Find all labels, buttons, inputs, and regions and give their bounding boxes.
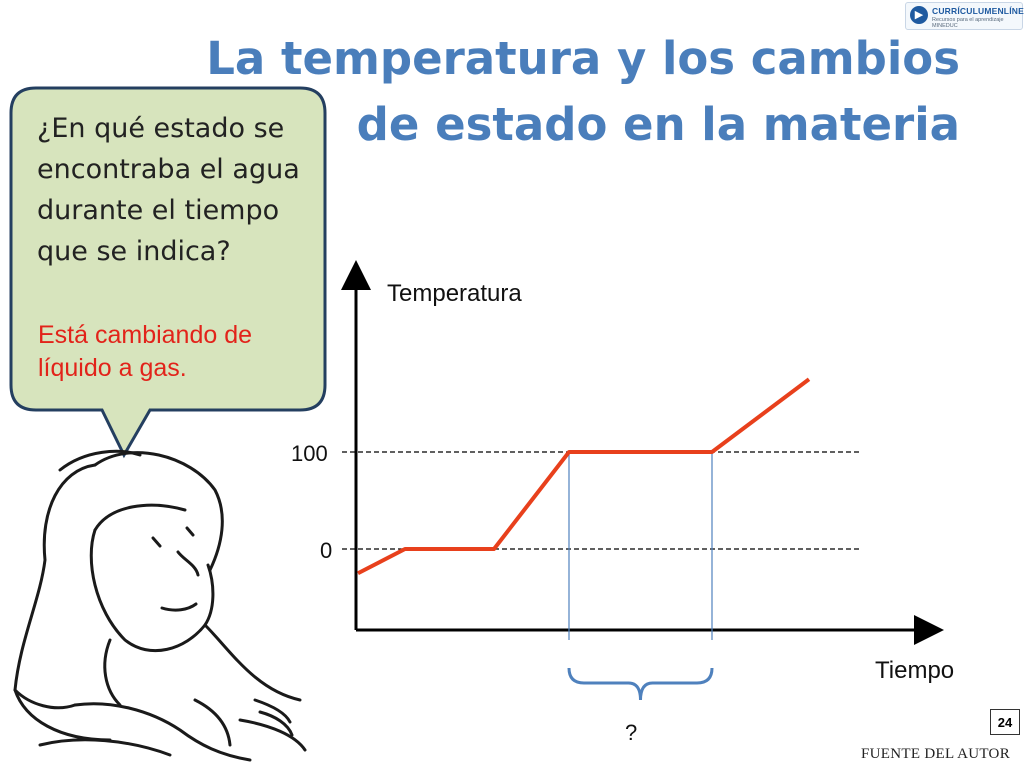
page-number: 24	[990, 709, 1020, 735]
temperature-line	[357, 377, 811, 576]
logo-tagline: Recursos para el aprendizaje MINEDUC	[932, 17, 1004, 29]
play-arrow-icon: ▶	[910, 6, 928, 24]
x-axis-label: Tiempo	[875, 657, 954, 684]
y-tick-label-100: 100	[291, 441, 328, 466]
time-bracket	[567, 667, 714, 701]
bracket-label: ?	[625, 720, 637, 745]
y-tick-label-0: 0	[320, 538, 332, 563]
page-title: La temperatura y los cambios de estado e…	[206, 32, 960, 151]
bubble-question: ¿En qué estado se encontraba el agua dur…	[37, 113, 300, 267]
curriculum-logo[interactable]: ▶ CURRÍCULUMENLÍNEA Recursos para el apr…	[905, 2, 1024, 30]
source-credit: FUENTE DEL AUTOR	[861, 746, 1010, 762]
bubble-answer: Está cambiando de líquido a gas.	[38, 321, 253, 382]
logo-name: CURRÍCULUMENLÍNEA	[932, 6, 1024, 16]
student-drawing-icon	[13, 449, 307, 762]
y-axis-label: Temperatura	[387, 280, 522, 307]
